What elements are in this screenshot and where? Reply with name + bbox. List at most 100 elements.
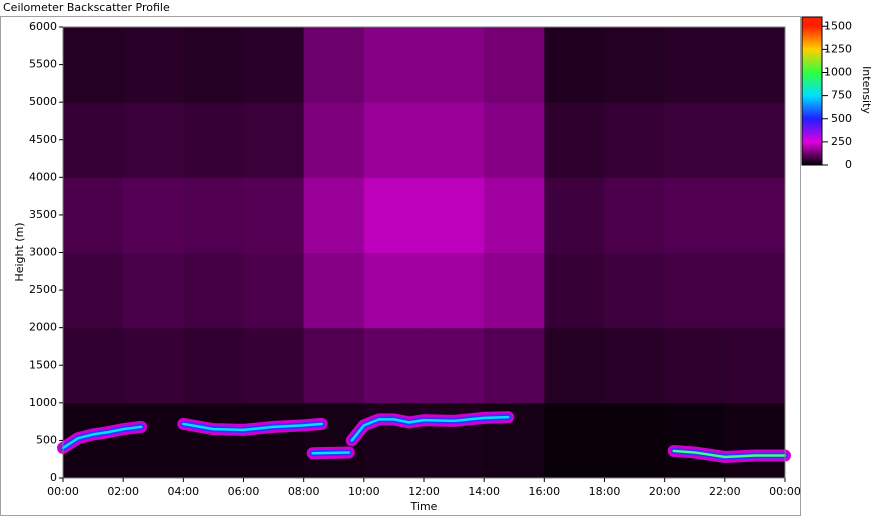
heat-cell [424,327,485,404]
x-tick-label: 02:00 [107,485,139,498]
heat-cell [363,327,425,404]
heat-cell [724,102,786,178]
heat-cell [363,252,425,329]
colorbar-tick-label: 1000 [824,66,852,79]
heat-cell [484,177,545,253]
heat-cell [243,252,305,329]
heat-cell [724,252,786,329]
heat-cell [363,177,425,253]
heat-cell [303,102,365,178]
chart-title: Ceilometer Backscatter Profile [3,1,170,14]
heat-cell [63,102,124,178]
y-tick-label: 5000 [29,95,57,108]
heat-cell [724,27,786,103]
colorbar [801,16,823,166]
y-tick-label: 1500 [29,358,57,371]
heat-cell [183,102,244,178]
y-tick-label: 4500 [29,133,57,146]
heat-cell [243,27,305,103]
heat-cell [303,27,365,103]
cloud-layer [350,415,510,442]
y-tick-label: 6000 [29,20,57,33]
y-tick-label: 5500 [29,58,57,71]
heat-cell [243,327,305,404]
x-tick-label: 06:00 [228,485,260,498]
heat-cell [544,27,605,103]
heat-cell [724,402,786,479]
x-tick-label: 00:00 [769,485,801,498]
heat-cell [424,102,485,178]
heat-cell [303,327,365,404]
heat-cell [363,27,425,103]
heat-cell [424,177,485,253]
heat-cell [664,27,726,103]
heat-cell [303,177,365,253]
heat-cell [303,252,365,329]
heat-cell [63,177,124,253]
cloud-layer [311,451,351,455]
y-tick-label: 3000 [29,246,57,259]
heat-cell [604,177,666,253]
heat-cell [243,102,305,178]
heat-cell [123,27,184,103]
cloud-layer [61,425,143,450]
heat-cell [664,177,726,253]
heat-cell [544,402,605,479]
y-axis-label: Height (m) [13,222,26,281]
heat-cell [183,327,244,404]
x-axis-label: Time [410,500,438,513]
heat-cell [664,327,726,404]
frame [0,16,801,516]
heat-cell [123,252,184,329]
colorbar-tick-label: 1250 [824,42,852,55]
x-tick-label: 10:00 [348,485,380,498]
cloud-layer [182,422,323,432]
x-tick-label: 20:00 [649,485,681,498]
heat-cell [544,102,605,178]
colorbar-tick-label: 1500 [824,19,852,32]
x-tick-label: 04:00 [167,485,199,498]
heat-cell [484,327,545,404]
heat-cell [484,102,545,178]
heat-cell [484,252,545,329]
x-tick-label: 16:00 [528,485,560,498]
x-tick-label: 18:00 [589,485,621,498]
heat-cell [123,102,184,178]
heat-cell [123,402,184,479]
heat-cell [123,177,184,253]
heat-cell [664,102,726,178]
colorbar-label: Intensity [860,66,873,114]
y-tick-label: 2500 [29,283,57,296]
heat-cell [724,177,786,253]
x-tick-label: 12:00 [408,485,440,498]
heat-cell [544,252,605,329]
y-tick-label: 0 [50,471,57,484]
colorbar-tick-label: 250 [831,135,852,148]
heat-cell [544,327,605,404]
heat-cell [123,327,184,404]
heat-cell [544,177,605,253]
heat-cell [63,327,124,404]
heat-cell [424,252,485,329]
colorbar-tick-label: 500 [831,112,852,125]
colorbar-tick-label: 0 [845,158,852,171]
heat-cell [243,177,305,253]
heat-cell [183,177,244,253]
x-tick-label: 00:00 [47,485,79,498]
heat-cell [63,27,124,103]
heat-cell [63,252,124,329]
heat-cell [604,27,666,103]
y-tick-label: 4000 [29,170,57,183]
colorbar-tick-label: 750 [831,89,852,102]
x-tick-label: 08:00 [288,485,320,498]
y-tick-label: 1000 [29,396,57,409]
heat-cell [604,252,666,329]
heat-cell [183,252,244,329]
x-tick-label: 14:00 [468,485,500,498]
heat-cell [183,27,244,103]
heat-cell [604,327,666,404]
x-tick-label: 22:00 [709,485,741,498]
heat-cell [243,402,305,479]
heat-cell [604,402,666,479]
